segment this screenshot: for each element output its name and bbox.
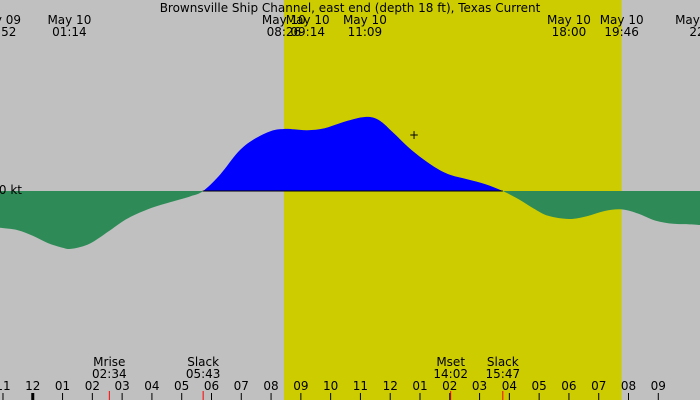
event-time: 02:34	[92, 367, 127, 381]
x-tick-label: 02	[85, 379, 100, 393]
x-tick-label: 06	[204, 379, 219, 393]
event-label: Mrise	[93, 355, 125, 369]
current-time-marker: +	[409, 128, 419, 142]
top-label-time: 11:09	[348, 25, 383, 39]
top-label-time: 18:00	[552, 25, 587, 39]
top-label-date: May 10	[262, 13, 306, 27]
event-time: 15:47	[486, 367, 521, 381]
event-label: Slack	[187, 355, 219, 369]
top-label-date: May 10	[286, 13, 330, 27]
chart-title: Brownsville Ship Channel, east end (dept…	[160, 1, 541, 15]
x-tick-label: 03	[472, 379, 487, 393]
x-tick-label: 01	[412, 379, 427, 393]
top-label-time: 08:26	[267, 25, 302, 39]
top-label-time: 01:14	[52, 25, 87, 39]
x-tick-label: 07	[591, 379, 606, 393]
x-tick-label: 12	[383, 379, 398, 393]
ebb-current-area	[0, 191, 700, 250]
x-tick-label: 07	[234, 379, 249, 393]
top-label-time: 22:52	[0, 25, 16, 39]
x-axis-ticks: 11 12 01 02 03 04 05 06 07 08 09 10 11 12 01 02 03 04 05 06…	[0, 379, 666, 400]
zero-kt-label: 0 kt	[0, 183, 22, 197]
x-tick-label: 06	[561, 379, 576, 393]
x-tick-label: 10	[323, 379, 338, 393]
event-time: 14:02	[433, 367, 468, 381]
x-tick-label: 08	[263, 379, 278, 393]
top-label-time: 09:14	[290, 25, 325, 39]
x-tick-label: 01	[55, 379, 70, 393]
x-tick-label: 09	[651, 379, 666, 393]
top-label-time: 22	[689, 25, 700, 39]
top-label-time: 19:46	[604, 25, 639, 39]
event-time: 05:43	[186, 367, 221, 381]
x-tick-label: 02	[442, 379, 457, 393]
x-tick-label: 04	[144, 379, 159, 393]
top-label-date: May 10	[600, 13, 644, 27]
top-label-date: May 10	[675, 13, 700, 27]
x-tick-label: 05	[174, 379, 189, 393]
x-tick-label: 09	[293, 379, 308, 393]
event-label: Slack	[487, 355, 519, 369]
x-tick-label: 11	[0, 379, 11, 393]
top-label-date: May 10	[547, 13, 591, 27]
x-tick-label: 04	[502, 379, 517, 393]
x-tick-label: 11	[353, 379, 368, 393]
x-tick-label: 03	[114, 379, 129, 393]
x-tick-label: 08	[621, 379, 636, 393]
event-label: Mset	[436, 355, 465, 369]
x-tick-label: 12	[25, 379, 40, 393]
x-tick-label: 05	[532, 379, 547, 393]
top-label-date: May 10	[47, 13, 91, 27]
top-label-date: May 10	[343, 13, 387, 27]
flood-current-area	[0, 116, 700, 191]
top-label-date: May 09	[0, 13, 21, 27]
